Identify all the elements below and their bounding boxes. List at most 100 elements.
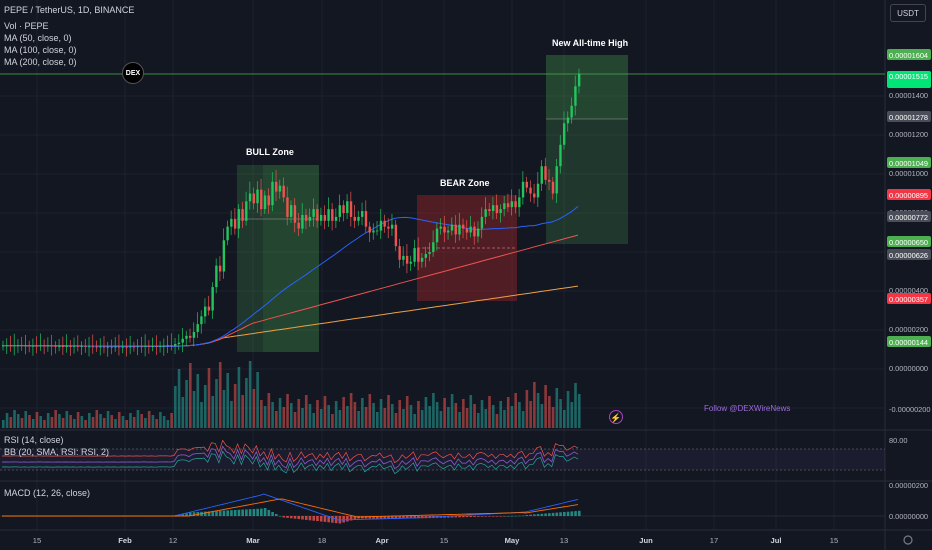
candle [368, 226, 371, 233]
price-badge-value: 0.00000650 [889, 238, 928, 247]
volume-bar [417, 401, 420, 428]
macd-histogram-bar [364, 516, 368, 519]
macd-histogram-bar [443, 516, 446, 518]
candle [304, 214, 308, 221]
price-badge [887, 111, 931, 122]
volume-bar [16, 414, 20, 428]
candle [357, 216, 360, 221]
volume-bar [196, 374, 200, 428]
macd-histogram-bar [555, 512, 559, 516]
macd-histogram-bar [248, 509, 252, 516]
candle [155, 345, 158, 347]
macd-histogram-bar [548, 513, 551, 516]
bb-legend[interactable]: BB (20, SMA, RSI: RSI, 2) [4, 447, 110, 457]
candle [192, 331, 196, 338]
currency-unit-button[interactable]: USDT [890, 4, 926, 22]
candle [80, 346, 83, 347]
volume-bar [35, 412, 39, 428]
volume-bar [398, 400, 402, 428]
legend-volume[interactable]: Vol · PEPE [4, 21, 49, 31]
volume-bar [54, 410, 57, 428]
volume-bar [106, 411, 110, 428]
volume-bar [125, 420, 129, 428]
rsi-legend[interactable]: RSI (14, close) [4, 435, 64, 445]
candle [9, 345, 12, 347]
candle [529, 187, 532, 194]
legend-ma100[interactable]: MA (100, close, 0) [4, 45, 77, 55]
macd-histogram-bar [514, 515, 517, 517]
candle [31, 345, 35, 347]
candle [174, 344, 177, 346]
candle [383, 220, 386, 227]
candle [521, 181, 525, 198]
macd-histogram-bar [289, 516, 293, 519]
volume-bar [409, 405, 413, 428]
volume-bar [342, 397, 345, 428]
macd-histogram-bar [518, 515, 521, 517]
macd-histogram-bar [192, 512, 196, 516]
price-badge-value: 0.00000772 [889, 213, 928, 222]
macd-histogram-bar [405, 516, 409, 519]
volume-bar [533, 382, 536, 428]
ath-zone-label: New All-time High [552, 38, 629, 48]
volume-bar [218, 362, 222, 428]
volume-bar [132, 417, 136, 428]
macd-histogram-bar [447, 516, 450, 518]
macd-histogram-bar [271, 512, 274, 516]
candle [248, 193, 252, 202]
volume-bar [256, 372, 259, 428]
candle [525, 181, 528, 188]
candle [58, 346, 61, 347]
macd-histogram-bar [233, 510, 237, 516]
candle [349, 201, 353, 217]
volume-bar [76, 412, 80, 428]
volume-bar [61, 418, 65, 428]
macd-histogram-bar [533, 514, 536, 516]
volume-bar [357, 411, 360, 428]
volume-bar [458, 412, 461, 428]
symbol-title[interactable]: PEPE / TetherUS, 1D, BINANCE [4, 5, 135, 15]
volume-bar [99, 414, 102, 428]
candle [405, 255, 409, 264]
time-axis-label: 17 [710, 536, 718, 545]
volume-bar [200, 402, 203, 428]
volume-bar [140, 414, 143, 428]
candle [398, 246, 401, 260]
candle [185, 335, 188, 339]
volume-bar [544, 385, 547, 428]
volume-bar [454, 403, 458, 428]
candle [495, 205, 499, 213]
volume-bar [301, 408, 304, 428]
candle [43, 345, 46, 347]
candle [16, 345, 20, 347]
candle [319, 214, 323, 221]
gear-icon[interactable] [903, 535, 913, 545]
macd-histogram-bar [267, 510, 271, 516]
price-badge [887, 189, 931, 200]
volume-bar [226, 373, 229, 428]
candle [106, 346, 110, 348]
volume-bar [121, 416, 125, 428]
macd-histogram-bar [462, 516, 465, 518]
candle [260, 189, 263, 210]
macd-histogram-bar [387, 516, 390, 519]
legend-ma50[interactable]: MA (50, close, 0) [4, 33, 72, 43]
macd-histogram-bar [323, 516, 327, 522]
macd-histogram-bar [379, 516, 383, 519]
candle [372, 230, 375, 233]
candle [263, 195, 267, 210]
volume-bar [260, 400, 263, 428]
macd-legend[interactable]: MACD (12, 26, close) [4, 488, 91, 498]
price-badge-value: 0.00001278 [889, 113, 928, 122]
volume-bar [387, 395, 390, 428]
price-axis-label: 0.00001000 [889, 169, 928, 178]
candle [518, 197, 521, 208]
lightning-icon[interactable]: ⚡ [609, 410, 623, 424]
volume-bar [495, 414, 499, 428]
legend-ma200[interactable]: MA (200, close, 0) [4, 57, 77, 67]
volume-bar [424, 397, 428, 428]
candle [458, 224, 461, 235]
macd-histogram-bar [319, 516, 323, 522]
volume-bar [308, 404, 312, 428]
